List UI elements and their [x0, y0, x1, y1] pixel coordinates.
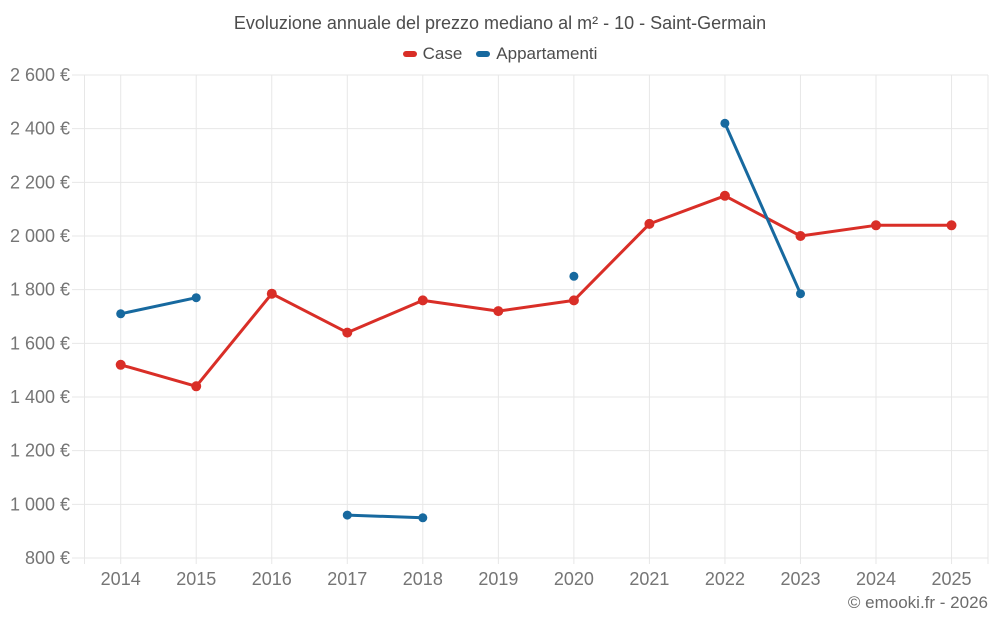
x-axis-tick-label: 2018	[403, 569, 443, 589]
data-point-case-2019[interactable]	[493, 306, 504, 317]
x-axis-tick-label: 2017	[327, 569, 367, 589]
data-point-case-2023[interactable]	[795, 231, 806, 241]
legend-label-appartamenti: Appartamenti	[496, 44, 598, 63]
x-axis-tick-label: 2016	[252, 569, 292, 589]
data-point-case-2018[interactable]	[417, 295, 428, 306]
x-axis-tick-label: 2014	[101, 569, 141, 589]
data-point-appartamenti-2018[interactable]	[418, 513, 428, 523]
y-axis-tick-label: 1 200 €	[10, 441, 70, 461]
data-point-case-2022[interactable]	[719, 190, 730, 201]
y-axis-tick-label: 800 €	[25, 548, 70, 568]
data-point-case-2021[interactable]	[644, 218, 655, 229]
x-axis-tick-label: 2021	[629, 569, 669, 589]
data-point-appartamenti-2020[interactable]	[569, 271, 579, 281]
x-axis-tick-label: 2022	[705, 569, 745, 589]
data-point-case-2017[interactable]	[342, 327, 353, 338]
data-point-appartamenti-2017[interactable]	[342, 510, 352, 520]
x-axis-tick-label: 2023	[780, 569, 820, 589]
y-axis-tick-label: 2 600 €	[10, 65, 70, 85]
x-axis-tick-label: 2025	[932, 569, 972, 589]
data-point-appartamenti-2015[interactable]	[191, 293, 201, 303]
data-point-appartamenti-2023[interactable]	[796, 289, 805, 299]
x-axis-tick-label: 2024	[856, 569, 896, 589]
copyright-credit-link[interactable]: © emooki.fr - 2026	[847, 593, 988, 612]
appartamenti-series-swatch-icon	[476, 51, 491, 57]
data-point-appartamenti-2014[interactable]	[116, 309, 126, 319]
legend-item-case[interactable]: Case	[402, 44, 463, 64]
data-point-case-2025[interactable]	[946, 220, 957, 231]
legend-item-appartamenti[interactable]: Appartamenti	[476, 44, 597, 64]
y-axis-tick-label: 2 200 €	[10, 172, 70, 192]
y-axis-tick-label: 1 600 €	[10, 333, 70, 353]
data-point-case-2014[interactable]	[115, 359, 126, 370]
data-point-appartamenti-2022[interactable]	[720, 118, 730, 128]
x-axis-tick-label: 2015	[176, 569, 216, 589]
legend-label-case: Case	[422, 44, 463, 63]
data-point-case-2024[interactable]	[871, 220, 881, 231]
data-point-case-2016[interactable]	[266, 288, 277, 299]
series-line-appartamenti	[119, 121, 802, 520]
x-axis-tick-label: 2020	[554, 569, 594, 589]
y-axis-tick-label: 1 400 €	[10, 387, 70, 407]
y-axis-tick-label: 2 400 €	[10, 119, 70, 139]
case-series-swatch-icon	[402, 51, 417, 57]
chart-title: Evoluzione annuale del prezzo mediano al…	[233, 13, 767, 33]
x-axis-tick-label: 2019	[478, 569, 518, 589]
y-axis-tick-label: 1 800 €	[10, 280, 70, 300]
y-axis-tick-label: 2 000 €	[10, 226, 70, 246]
series-line-case	[119, 194, 953, 388]
chart-legend: Case Appartamenti	[0, 44, 1000, 64]
y-axis-tick-label: 1 000 €	[10, 494, 70, 514]
data-point-case-2020[interactable]	[568, 295, 579, 306]
data-point-case-2015[interactable]	[191, 381, 202, 392]
